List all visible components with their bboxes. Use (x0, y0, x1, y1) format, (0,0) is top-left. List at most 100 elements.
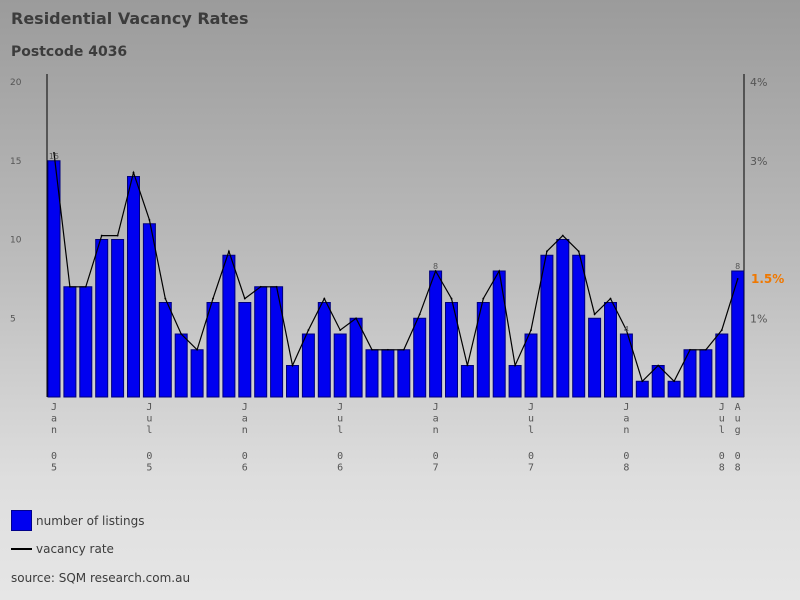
vacancy-rate-point (339, 329, 342, 331)
vacancy-rate-point (212, 297, 214, 300)
bar-data-label: 15 (49, 152, 59, 161)
vacancy-rate-point (673, 380, 675, 383)
legend-line-swatch (11, 548, 32, 550)
bar (635, 380, 649, 398)
vacancy-rate-point (641, 380, 644, 383)
bar (174, 333, 188, 398)
bar (47, 160, 61, 398)
vacancy-rate-point (736, 277, 739, 280)
bar (349, 317, 363, 398)
bar (556, 239, 570, 398)
left-tick-label: 5 (10, 314, 16, 324)
vacancy-rate-point (402, 348, 405, 351)
vacancy-rate-point (164, 297, 167, 300)
vacancy-rate-point (275, 285, 278, 288)
bar (365, 349, 379, 398)
vacancy-rate-point (689, 348, 691, 351)
bar (524, 333, 538, 398)
bar (158, 302, 172, 398)
vacancy-rate-point (482, 297, 485, 300)
legend-bars-label: number of listings (36, 513, 145, 528)
bar (619, 333, 633, 398)
vacancy-rate-point (434, 270, 437, 272)
bar (588, 317, 602, 398)
vacancy-rate-point (705, 348, 707, 351)
bar (333, 333, 347, 398)
bar (460, 365, 474, 398)
vacancy-rate-point (720, 329, 723, 331)
vacancy-rate-point (291, 364, 294, 367)
vacancy-rate-point (387, 348, 389, 351)
bar (301, 333, 315, 398)
bar (604, 302, 617, 398)
vacancy-rate-point (609, 297, 612, 300)
bar (190, 349, 204, 398)
bar (254, 286, 268, 398)
vacancy-rate-point (196, 348, 199, 351)
vacancy-rate-point (657, 364, 660, 367)
bar (79, 286, 93, 398)
right-tick-label: 1% (750, 312, 767, 325)
bar (397, 349, 411, 398)
vacancy-rate-point (355, 317, 357, 320)
current-rate-label: 1.5% (751, 272, 784, 286)
bar (572, 254, 586, 398)
bar (270, 286, 284, 398)
legend-bars-swatch (11, 510, 32, 531)
chart-title: Residential Vacancy Rates (11, 9, 249, 28)
legend-line-label: vacancy rate (36, 542, 114, 556)
vacancy-rate-point (593, 313, 596, 316)
bar (63, 286, 77, 398)
vacancy-rate-point (323, 297, 326, 300)
legend-line: vacancy rate (11, 542, 114, 556)
vacancy-rate-point (307, 329, 310, 331)
bar (731, 270, 745, 398)
bar (540, 254, 554, 398)
bar (413, 317, 427, 398)
bar (508, 365, 522, 398)
vacancy-rate-line (53, 152, 739, 383)
bar-data-label: 8 (433, 262, 438, 271)
vacancy-rate-point (180, 333, 183, 335)
vacancy-rate-point (259, 285, 262, 288)
vacancy-rate-point (530, 329, 532, 331)
bar-data-label: 4 (624, 325, 629, 334)
vacancy-rate-point (116, 234, 119, 237)
vacancy-rate-point (577, 250, 580, 253)
vacancy-rate-point (450, 297, 453, 300)
bar (111, 239, 125, 398)
bar (667, 380, 681, 398)
bar-data-label: 8 (735, 262, 740, 271)
bar (445, 302, 458, 398)
chart-subtitle: Postcode 4036 (11, 44, 128, 60)
vacancy-rate-point (546, 250, 548, 253)
bar (286, 365, 299, 398)
vacancy-rate-point (243, 297, 246, 300)
bar (381, 349, 395, 398)
vacancy-rate-point (371, 348, 373, 351)
right-tick-label: 3% (750, 155, 767, 168)
bar (715, 333, 729, 398)
vacancy-rate-point (84, 285, 87, 288)
bar (317, 302, 331, 398)
vacancy-rate-point (100, 234, 103, 237)
bar (142, 223, 156, 398)
vacancy-rate-point (148, 218, 151, 221)
vacancy-rate-point (625, 329, 628, 331)
source-note: source: SQM research.com.au (11, 571, 191, 585)
bar (222, 254, 236, 398)
bar (95, 239, 109, 398)
bar (476, 302, 490, 398)
vacancy-rate-point (132, 171, 135, 174)
bar (429, 270, 443, 398)
left-tick-label: 10 (10, 236, 22, 246)
